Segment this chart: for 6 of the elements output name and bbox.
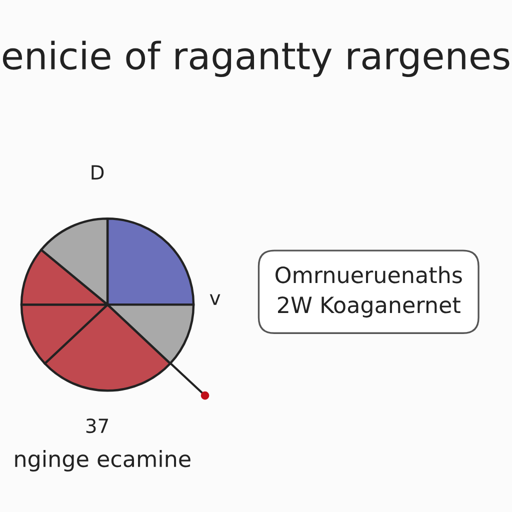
text: nginge ecamine: [15, 450, 190, 472]
chart-title: enicie of ragantty rargenes: [2, 40, 510, 78]
text: v: [210, 294, 220, 305]
text: D: [92, 165, 104, 180]
text: Omrnueruenaths 2W Koaganernet: [276, 266, 462, 318]
text: 37: [86, 418, 108, 434]
